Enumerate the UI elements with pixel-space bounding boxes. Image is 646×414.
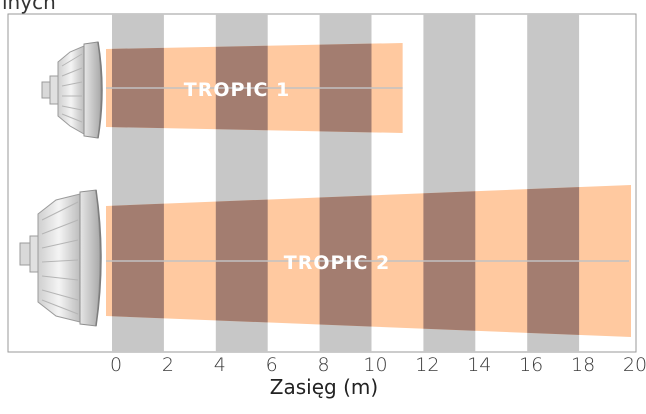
beam-label-tropic-2: TROPIC 2 — [284, 252, 391, 274]
axis-tick-labels: 0 2 4 6 8 10 12 14 16 18 20 — [110, 354, 646, 376]
beam-tropic-1 — [106, 43, 403, 133]
tropic-1-lamp-icon — [41, 41, 103, 139]
axis-label: Zasięg (m) — [270, 375, 378, 399]
tick-label: 0 — [110, 354, 122, 376]
tropic-2-lamp-icon — [19, 189, 102, 327]
tick-label: 20 — [623, 354, 646, 376]
tick-label: 6 — [266, 354, 278, 376]
tick-label: 10 — [363, 354, 387, 376]
tick-label: 4 — [214, 354, 226, 376]
tick-label: 12 — [415, 354, 439, 376]
beam-tropic-2 — [106, 185, 631, 337]
tick-label: 2 — [162, 354, 174, 376]
tick-label: 8 — [318, 354, 330, 376]
beam-group — [106, 43, 631, 337]
header-partial-text: inych — [2, 0, 56, 14]
beam-label-tropic-1: TROPIC 1 — [184, 79, 291, 101]
tick-label: 14 — [467, 354, 491, 376]
tick-label: 16 — [519, 354, 543, 376]
tick-label: 18 — [571, 354, 595, 376]
